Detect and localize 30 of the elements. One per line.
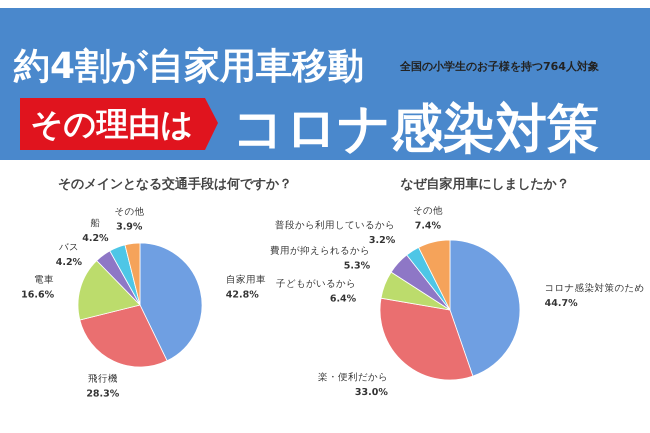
text: コロナ感染対策 <box>232 99 599 159</box>
data-label: 6.4% <box>330 294 357 305</box>
data-label: 28.3% <box>86 388 120 400</box>
slice-label: 楽・便利だから <box>318 371 388 384</box>
data-label: 42.8% <box>226 289 260 300</box>
slice-label: 自家用車 <box>226 273 266 286</box>
slice-label: 船 <box>90 218 100 230</box>
data-label: 7.4% <box>414 220 442 232</box>
slice-label: 電車 <box>34 274 54 286</box>
data-label: 44.7% <box>544 298 578 310</box>
chart-title: なぜ自家用車にしましたか？ <box>400 176 570 192</box>
chart-title: そのメインとなる交通手段は何ですか？ <box>58 176 292 192</box>
slice-label: 子どもがいるから <box>276 278 356 290</box>
text: 約4割が自家用車移動 <box>13 46 364 87</box>
data-label: 16.6% <box>21 290 55 301</box>
data-label: 33.0% <box>354 387 388 398</box>
slice-label: 飛行機 <box>88 372 118 385</box>
data-label: 4.2% <box>82 233 110 244</box>
slice-label: その他 <box>114 206 144 218</box>
data-label: 3.9% <box>116 222 143 233</box>
slice-label: 費用が抑えられるから <box>270 244 370 257</box>
data-label: 5.3% <box>344 260 371 272</box>
slice-label: バス <box>58 242 79 254</box>
text: 全国の小学生のお子様を持つ764人対象 <box>399 60 599 73</box>
text: その理由は <box>30 105 194 143</box>
data-label: 4.2% <box>56 257 83 268</box>
slice-label: コロナ感染対策のため <box>544 282 645 294</box>
slice-label: その他 <box>412 204 443 217</box>
slice-label: 普段から利用しているから <box>275 219 396 232</box>
data-label: 3.2% <box>368 235 396 246</box>
